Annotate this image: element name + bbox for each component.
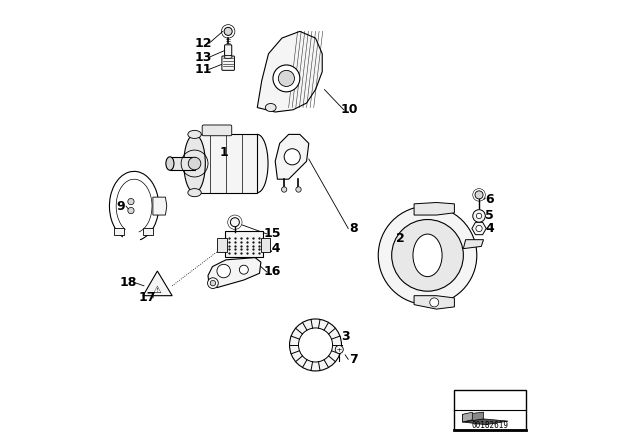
Circle shape [476,225,482,232]
Circle shape [378,206,477,305]
Text: 14: 14 [263,242,281,255]
Text: 12: 12 [195,37,212,50]
Circle shape [273,65,300,92]
Polygon shape [414,296,454,309]
Circle shape [224,27,232,35]
Text: 16: 16 [264,265,281,279]
Polygon shape [463,412,484,422]
Text: 11: 11 [195,63,212,76]
Ellipse shape [188,189,201,197]
Ellipse shape [405,224,450,287]
Text: 10: 10 [340,103,358,116]
Text: 9: 9 [116,199,125,213]
Circle shape [128,207,134,214]
FancyBboxPatch shape [216,238,227,252]
Circle shape [475,191,483,199]
Circle shape [282,187,287,192]
Polygon shape [463,412,472,422]
Circle shape [298,328,333,362]
Polygon shape [143,271,172,296]
Polygon shape [195,134,257,193]
Ellipse shape [184,134,205,193]
Circle shape [128,198,134,205]
Ellipse shape [224,56,232,59]
Polygon shape [208,258,261,288]
Text: 4: 4 [485,222,493,235]
Circle shape [289,319,342,371]
Circle shape [239,265,248,274]
Circle shape [296,187,301,192]
Text: 8: 8 [349,222,358,235]
Polygon shape [153,197,167,215]
Polygon shape [463,419,508,425]
Polygon shape [414,202,454,215]
FancyBboxPatch shape [202,125,232,136]
Text: 2: 2 [396,232,405,245]
Text: 18: 18 [120,276,137,289]
Circle shape [392,220,463,291]
Ellipse shape [266,103,276,112]
Polygon shape [257,31,323,112]
Text: 3: 3 [342,330,350,344]
Circle shape [230,218,239,227]
Circle shape [217,264,230,278]
Polygon shape [170,157,195,170]
Ellipse shape [246,134,268,193]
Text: 7: 7 [349,353,358,366]
Text: 13: 13 [195,51,212,64]
Circle shape [476,213,482,219]
Polygon shape [463,240,484,249]
Ellipse shape [188,130,201,138]
FancyBboxPatch shape [222,56,234,70]
Bar [454,390,526,430]
FancyBboxPatch shape [261,238,270,252]
FancyBboxPatch shape [225,231,262,257]
Ellipse shape [413,234,442,277]
Circle shape [207,278,218,289]
Text: 5: 5 [485,209,493,223]
Circle shape [188,157,201,170]
FancyBboxPatch shape [225,45,232,56]
Circle shape [284,149,300,165]
Text: 1: 1 [220,146,228,159]
Polygon shape [143,228,153,235]
Circle shape [473,210,485,222]
Circle shape [335,345,343,353]
Ellipse shape [166,157,174,170]
Polygon shape [114,228,124,235]
Text: 6: 6 [485,193,493,206]
Circle shape [278,70,294,86]
Text: 17: 17 [139,291,156,305]
Polygon shape [275,134,309,179]
Circle shape [430,298,439,307]
Text: 00182619: 00182619 [472,421,509,430]
Circle shape [210,280,216,286]
Text: 15: 15 [263,227,281,241]
Text: ⚠: ⚠ [153,285,162,295]
